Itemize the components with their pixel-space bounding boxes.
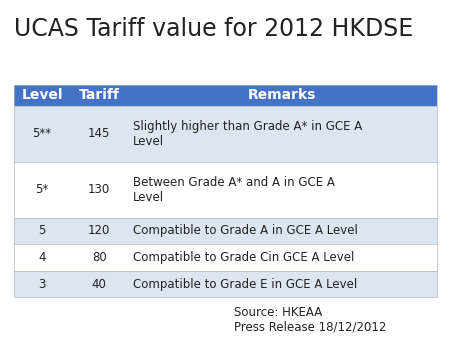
Text: Slightly higher than Grade A* in GCE A
Level: Slightly higher than Grade A* in GCE A L…	[133, 120, 362, 148]
Text: 5**: 5**	[32, 127, 52, 140]
Text: 5: 5	[38, 224, 46, 237]
Text: Between Grade A* and A in GCE A
Level: Between Grade A* and A in GCE A Level	[133, 176, 335, 203]
Text: 80: 80	[92, 251, 107, 264]
Text: Tariff: Tariff	[79, 88, 120, 102]
Text: Remarks: Remarks	[248, 88, 316, 102]
Text: 40: 40	[92, 277, 107, 291]
Text: 130: 130	[88, 183, 110, 196]
Text: 145: 145	[88, 127, 110, 140]
Text: Source: HKEAA
Press Release 18/12/2012: Source: HKEAA Press Release 18/12/2012	[234, 306, 387, 334]
Text: 5*: 5*	[36, 183, 49, 196]
Text: UCAS Tariff value for 2012 HKDSE: UCAS Tariff value for 2012 HKDSE	[14, 17, 413, 41]
Text: Compatible to Grade E in GCE A Level: Compatible to Grade E in GCE A Level	[133, 277, 357, 291]
Text: Compatible to Grade Cin GCE A Level: Compatible to Grade Cin GCE A Level	[133, 251, 355, 264]
Text: Compatible to Grade A in GCE A Level: Compatible to Grade A in GCE A Level	[133, 224, 358, 237]
Text: 3: 3	[38, 277, 46, 291]
Text: Level: Level	[21, 88, 63, 102]
Text: 4: 4	[38, 251, 46, 264]
Text: 120: 120	[88, 224, 110, 237]
